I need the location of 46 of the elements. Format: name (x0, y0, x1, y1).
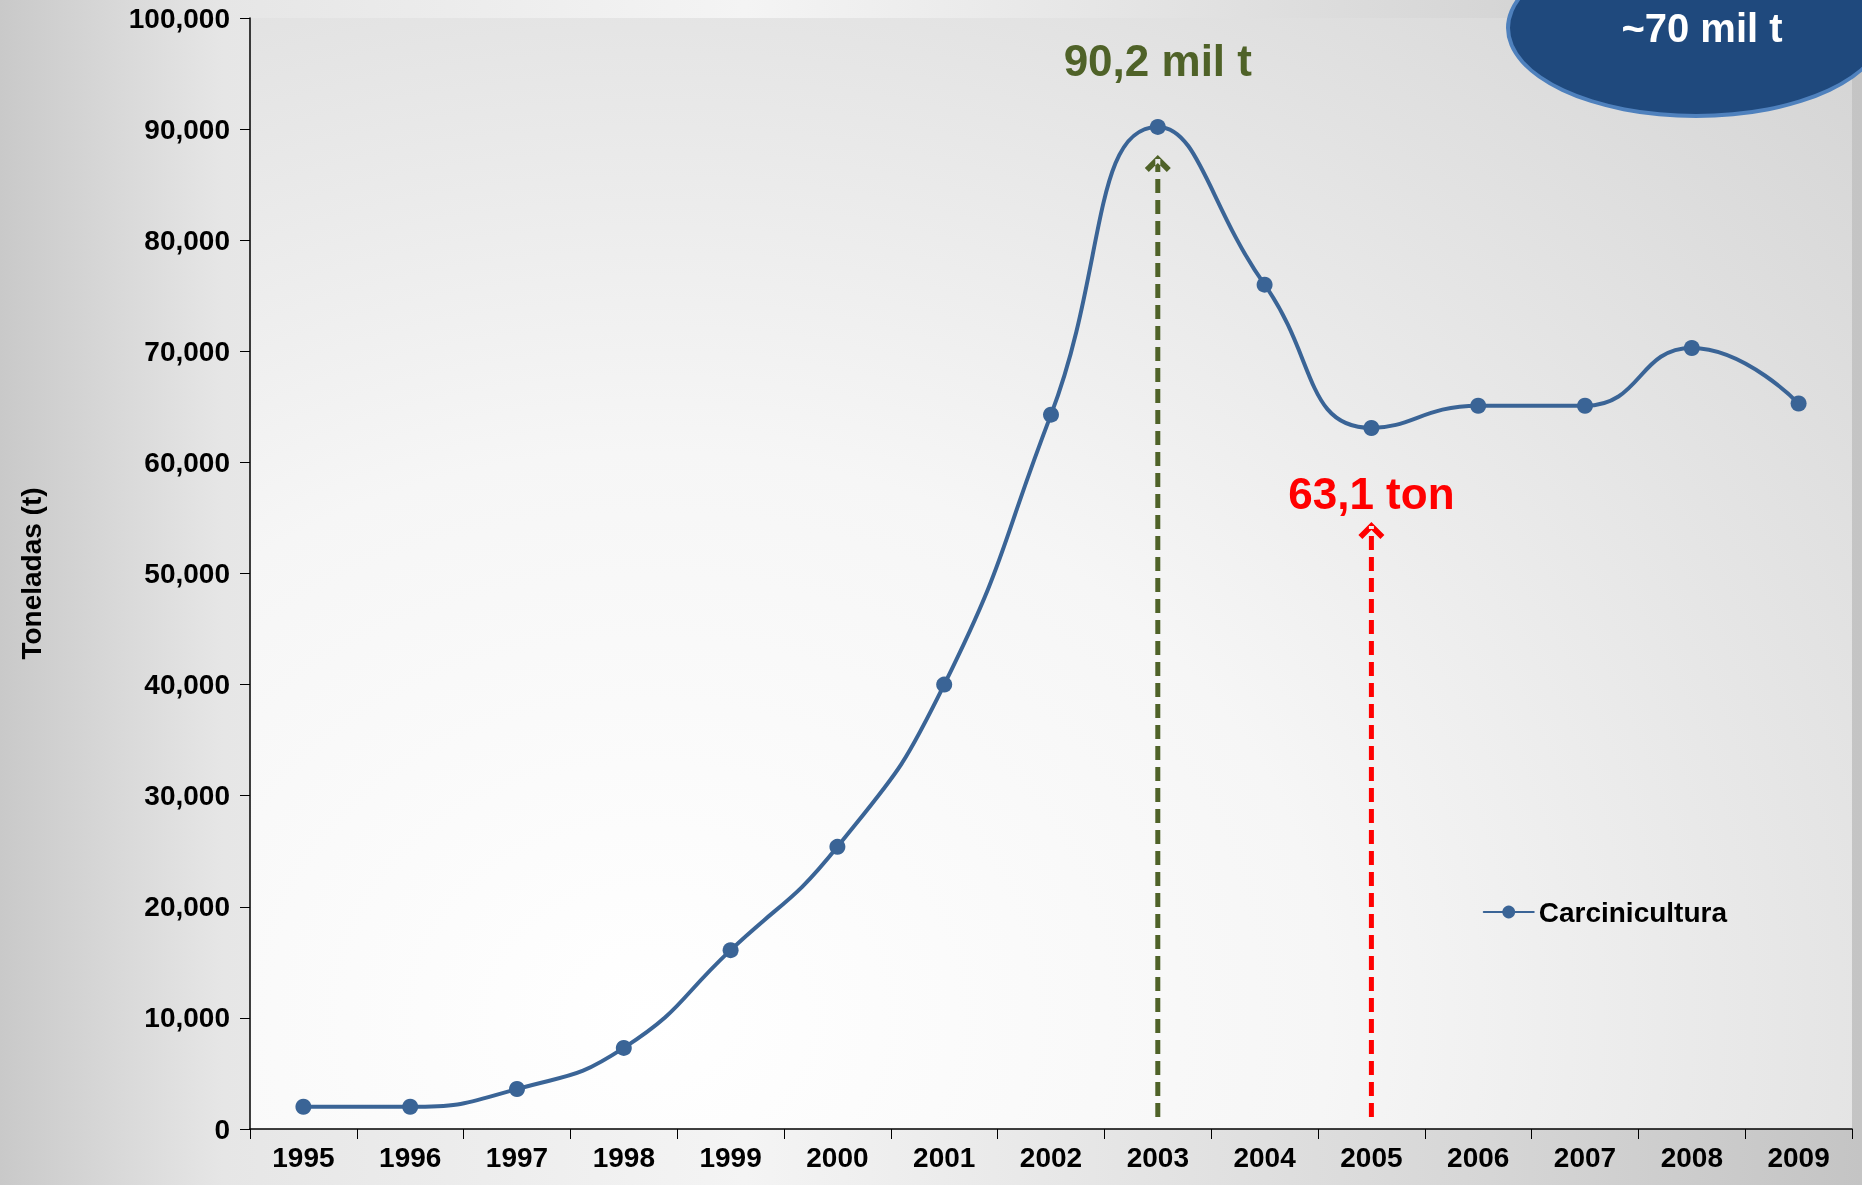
y-tick-label: 10,000 (144, 1002, 230, 1034)
x-tick-label: 2007 (1553, 1141, 1617, 1173)
x-tick-label: 1995 (272, 1141, 335, 1173)
y-tick-label: 100,000 (128, 2, 230, 34)
point (829, 838, 846, 855)
x-tick-label: 1998 (592, 1141, 655, 1173)
annotation: ~70 mil t (1621, 5, 1783, 51)
point (509, 1081, 525, 1097)
y-tick-label: 60,000 (144, 446, 230, 478)
x-tick-label: 1997 (485, 1141, 549, 1173)
y-tick-label: 90,000 (144, 113, 230, 145)
point (1470, 397, 1487, 414)
point (1790, 395, 1807, 412)
annotation: 63,1 ton (1288, 468, 1455, 519)
point (295, 1098, 312, 1115)
y-axis-title: Toneladas (t) (15, 487, 47, 660)
y-tick-label: 30,000 (144, 780, 230, 812)
x-tick-label: 2001 (913, 1141, 976, 1173)
point (1256, 276, 1273, 293)
point (1043, 406, 1059, 423)
point (615, 1039, 632, 1056)
point (1149, 118, 1166, 135)
x-tick-label: 1999 (699, 1141, 762, 1173)
point (936, 676, 953, 693)
point (1577, 397, 1593, 414)
x-tick-label: 2006 (1447, 1141, 1510, 1173)
x-tick-label: 2003 (1126, 1141, 1189, 1173)
annotation: 90,2 mil t (1063, 35, 1252, 86)
x-tick-label: 2004 (1233, 1141, 1297, 1173)
x-tick-label: 2000 (806, 1141, 869, 1173)
x-tick-label: 2008 (1660, 1141, 1723, 1173)
y-tick-label: 70,000 (144, 335, 230, 367)
y-tick-label: 20,000 (144, 891, 230, 923)
point (1683, 339, 1700, 356)
y-tick-label: 40,000 (144, 669, 230, 701)
y-tick-label: 0 (214, 1113, 230, 1145)
point (1363, 419, 1380, 436)
y-tick-label: 50,000 (144, 558, 230, 589)
legend-label: Carcinicultura (1538, 896, 1728, 928)
point (722, 942, 739, 959)
x-tick-label: 2009 (1767, 1141, 1830, 1173)
x-tick-label: 2005 (1340, 1141, 1403, 1173)
x-tick-label: 2002 (1019, 1141, 1083, 1173)
point (402, 1098, 419, 1115)
y-tick-label: 80,000 (144, 224, 230, 256)
x-tick-label: 1996 (379, 1141, 442, 1173)
